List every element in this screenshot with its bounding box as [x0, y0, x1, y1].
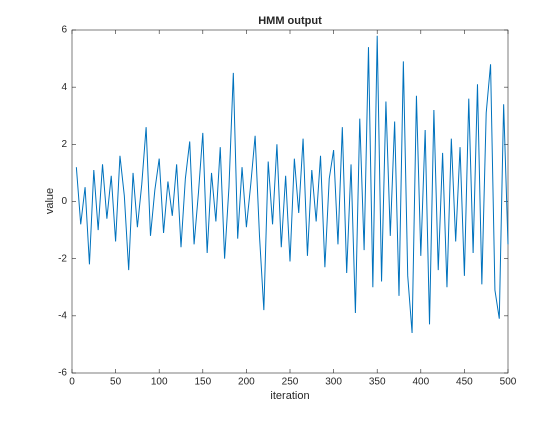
y-tick-label: -4 — [58, 310, 67, 321]
x-tick-label: 100 — [151, 377, 168, 388]
chart-title: HMM output — [258, 15, 322, 27]
y-axis-label: value — [44, 188, 56, 214]
y-tick-label: 6 — [61, 25, 67, 36]
x-tick-label: 500 — [500, 377, 517, 388]
x-tick-label: 250 — [282, 377, 299, 388]
x-tick-label: 200 — [238, 377, 255, 388]
x-tick-label: 450 — [456, 377, 473, 388]
y-tick-label: 4 — [61, 82, 67, 93]
x-tick-label: 350 — [369, 377, 386, 388]
y-tick-label: -2 — [58, 253, 67, 264]
y-tick-label: 0 — [61, 196, 67, 207]
x-tick-label: 150 — [194, 377, 211, 388]
x-tick-label: 50 — [110, 377, 122, 388]
y-tick-label: -6 — [58, 368, 67, 379]
y-tick-label: 2 — [61, 139, 67, 150]
x-tick-label: 300 — [325, 377, 342, 388]
data-line — [75, 35, 509, 334]
x-axis-label: iteration — [270, 390, 309, 402]
plot-area — [71, 29, 509, 374]
x-tick-label: 0 — [69, 377, 75, 388]
x-tick-label: 400 — [412, 377, 429, 388]
